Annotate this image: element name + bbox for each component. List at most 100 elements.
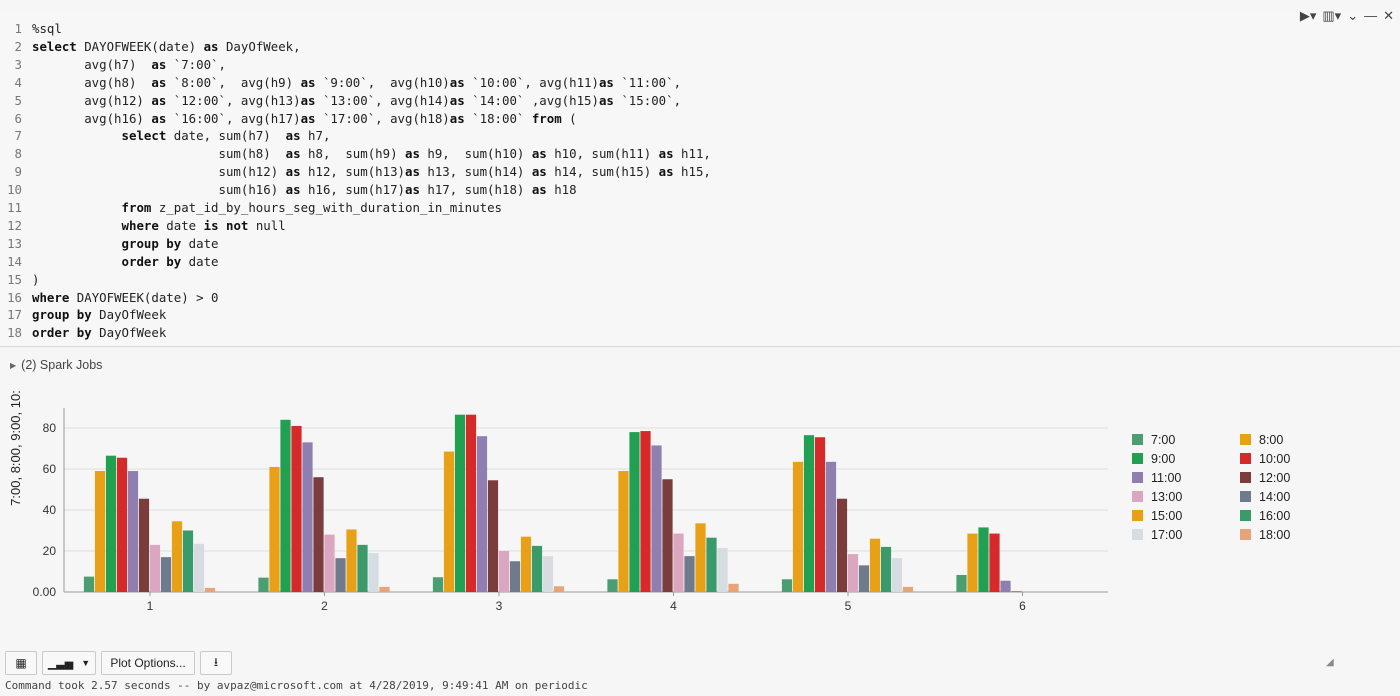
code-text: `11:00`, — [613, 74, 682, 90]
sql-keyword: as — [300, 92, 316, 108]
legend-swatch — [1132, 472, 1143, 483]
code-line[interactable]: 15) — [0, 271, 39, 289]
sql-keyword: as — [285, 182, 301, 198]
cell-toolbar: ▶▾ ▥▾ ⌄ — ✕ — [1300, 8, 1394, 24]
bar — [1000, 580, 1011, 592]
code-text: DAYOFWEEK(date) > 0 — [69, 289, 219, 305]
bar — [171, 521, 183, 592]
bar — [193, 543, 205, 592]
code-line[interactable]: 13 group by date — [0, 235, 218, 253]
bar — [94, 471, 106, 592]
sql-keyword: select — [121, 128, 167, 144]
bar — [662, 479, 673, 592]
x-tick-label: 2 — [321, 599, 328, 613]
resize-handle-icon[interactable]: ◢ — [1326, 657, 1334, 668]
code-text: sum(h12) — [32, 164, 286, 180]
sql-keyword: as — [449, 74, 465, 90]
sql-keyword: as — [151, 110, 167, 126]
bar — [476, 436, 488, 592]
legend-swatch — [1132, 510, 1143, 521]
code-line[interactable]: 17 group by DayOfWeek — [0, 306, 166, 324]
bar — [728, 583, 739, 592]
sql-keyword: as — [598, 92, 614, 108]
code-text: sum(h16) — [32, 182, 286, 198]
line-number: 8 — [14, 146, 22, 162]
legend-swatch — [1240, 453, 1251, 464]
bar — [204, 587, 216, 592]
code-text: avg(h16) — [32, 110, 152, 126]
plot-options-button[interactable]: Plot Options... — [101, 651, 195, 675]
code-text: null — [248, 217, 286, 233]
sql-keyword: order by — [32, 325, 92, 341]
code-line[interactable]: 16 where DAYOFWEEK(date) > 0 — [0, 289, 219, 307]
code-text — [32, 200, 122, 215]
bar — [618, 471, 629, 592]
table-view-button[interactable]: ▦ — [5, 651, 37, 675]
code-line[interactable]: 12 where date is not null — [0, 217, 286, 235]
code-line[interactable]: 8 sum(h8) as h8, sum(h9) as h9, sum(h10)… — [0, 145, 711, 163]
sql-keyword: is not — [203, 217, 249, 233]
code-text: date — [158, 217, 204, 233]
code-line[interactable]: 5 avg(h12) as `12:00`, avg(h13)as `13:00… — [0, 92, 682, 110]
code-line[interactable]: 3 avg(h7) as `7:00`, — [0, 56, 226, 74]
code-line[interactable]: 4 avg(h8) as `8:00`, avg(h9) as `9:00`, … — [0, 74, 682, 92]
bar — [302, 442, 313, 592]
line-number: 13 — [7, 235, 22, 251]
caret-right-icon: ▶ — [10, 361, 17, 370]
legend-swatch — [1240, 529, 1251, 540]
y-axis-label: 7:00, 8:00, 9:00, 10: — [8, 390, 23, 506]
legend-label: 8:00 — [1259, 433, 1283, 447]
bar — [127, 471, 139, 592]
code-text — [32, 254, 122, 269]
code-line[interactable]: 10 sum(h16) as h16, sum(h17)as h17, sum(… — [0, 181, 577, 199]
code-text: `7:00`, — [166, 56, 226, 72]
line-number: 17 — [7, 307, 22, 323]
bar — [498, 551, 510, 592]
code-editor[interactable]: 1 %sql 2 select DAYOFWEEK(date) as DayOfWee… — [0, 12, 1398, 346]
spark-jobs-toggle[interactable]: ▶ (2) Spark Jobs — [10, 358, 102, 372]
code-line[interactable]: 1 %sql — [0, 20, 62, 38]
code-text — [32, 236, 122, 251]
legend-label: 14:00 — [1259, 490, 1290, 504]
code-line[interactable]: 14 order by date — [0, 253, 218, 271]
legend-label: 9:00 — [1151, 452, 1175, 466]
bar — [138, 498, 150, 592]
code-line[interactable]: 6 avg(h16) as `16:00`, avg(h17)as `17:00… — [0, 110, 577, 128]
code-text: sum(h8) — [32, 146, 286, 162]
chevron-down-icon[interactable]: ⌄ — [1347, 8, 1359, 23]
code-line[interactable]: 18 order by DayOfWeek — [0, 324, 166, 342]
code-line[interactable]: 11 from z_pat_id_by_hours_seg_with_durat… — [0, 199, 502, 217]
sql-keyword: as — [658, 164, 674, 180]
legend-swatch — [1240, 434, 1251, 445]
chart-menu-icon[interactable]: ▥▾ — [1322, 8, 1342, 23]
bar — [651, 445, 662, 592]
code-text: `8:00`, avg(h9) — [166, 74, 301, 90]
chart-view-button[interactable]: ▁▃▅ ▼ — [42, 651, 96, 675]
download-button[interactable]: ⭳ — [200, 651, 232, 675]
bar — [335, 558, 346, 592]
legend-label: 16:00 — [1259, 509, 1290, 523]
minimize-icon[interactable]: — — [1364, 8, 1378, 23]
code-text: avg(h8) — [32, 74, 152, 90]
line-number: 1 — [14, 21, 22, 36]
bar — [989, 533, 1000, 592]
run-icon[interactable]: ▶▾ — [1299, 8, 1317, 23]
code-line[interactable]: 2 select DAYOFWEEK(date) as DayOfWeek, — [0, 38, 301, 56]
bar — [880, 546, 892, 592]
y-tick-label: 0.00 — [33, 585, 57, 599]
code-line[interactable]: 9 sum(h12) as h12, sum(h13)as h13, sum(h… — [0, 163, 711, 181]
bar — [781, 579, 793, 592]
x-tick-label: 1 — [147, 599, 154, 613]
bar — [454, 414, 466, 592]
legend-swatch — [1240, 491, 1251, 502]
code-text: h15, — [673, 164, 711, 180]
close-icon[interactable]: ✕ — [1383, 8, 1394, 23]
code-text: h8, sum(h9) — [300, 146, 405, 162]
bar — [814, 437, 826, 592]
sql-keyword: as — [300, 110, 316, 126]
code-line[interactable]: 7 select date, sum(h7) as h7, — [0, 127, 331, 145]
bar — [160, 557, 172, 592]
sql-keyword: where — [121, 217, 159, 233]
bar — [269, 466, 280, 592]
legend-label: 18:00 — [1259, 528, 1290, 542]
